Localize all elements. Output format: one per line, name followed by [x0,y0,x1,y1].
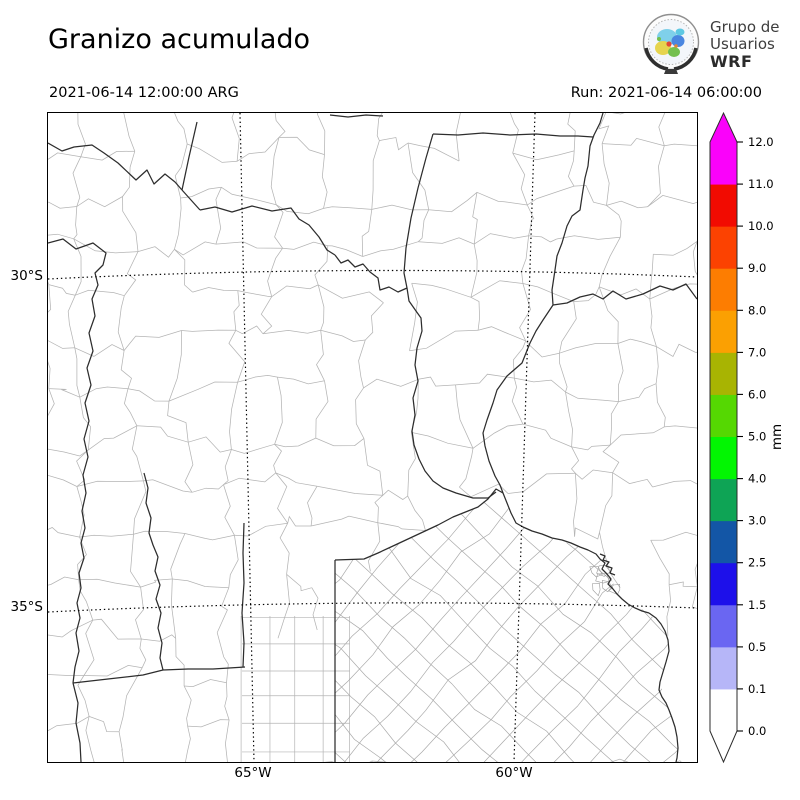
argentina-departments-map [48,113,697,762]
latlon-gridlines-layer [48,113,697,762]
cordoba-ne-border [334,254,408,293]
buenosaires-nw-border [334,488,650,614]
map-plot-area [47,112,698,763]
gridline-35s [48,602,697,613]
gridline-65w [239,113,255,762]
colorbar-tick-label: 0.5 [748,640,766,654]
province-boundaries-layer [48,113,697,762]
colorbar-tick-label: 12.0 [748,135,774,149]
colorbar-tick-label: 8.0 [748,303,766,317]
run-time-label: Run: 2021-06-14 06:00:00 [570,85,762,101]
colorbar-tick-label: 10.0 [748,219,774,233]
valid-time-label: 2021-06-14 12:00:00 ARG [49,85,239,101]
colorbar-tick-label: 9.0 [748,261,766,275]
logo-emblem-icon [642,13,700,74]
colorbar-tick-label: 5.0 [748,430,766,444]
top-border-a [329,114,384,118]
colorbar-ticks: 0.0 0.1 0.5 1.5 2.5 3.0 4.0 5.0 6.0 7.0 8.0 9.0 10.0… [737,135,774,738]
sde-santafe-border [403,133,497,499]
atlantic-coastline [648,612,679,762]
logo-text: Grupo de Usuarios WRF [710,17,780,71]
colorbar-segments [710,142,737,732]
nw-link [181,189,201,211]
parana-river [482,113,604,494]
logo-line-2: Usuarios [710,34,775,53]
la-pampa-grid-layer [240,616,350,762]
cordoba-north-border [199,205,336,256]
colorbar: 0.0 0.1 0.5 1.5 2.5 3.0 4.0 5.0 6.0 7.0 8.0 9.0 10.0… [698,106,800,774]
nw-border-b [181,121,198,191]
lapampa-east-border [241,522,245,668]
delta-branch [552,283,697,306]
lon-tick-label-65w: 65°W [234,765,272,781]
colorbar-tick-label: 6.0 [748,387,766,401]
page-title: Granizo acumulado [48,24,311,55]
colorbar-tick-label: 2.5 [748,556,766,570]
sanluis-south-border [72,682,82,762]
logo-line-1: Grupo de [710,17,780,36]
colorbar-tick-label: 1.5 [748,598,766,612]
department-boundaries-layer [48,113,697,762]
logo-line-wrf: WRF [710,51,753,71]
colorbar-tick-label: 0.0 [748,724,766,738]
colorbar-tick-label: 7.0 [748,345,766,359]
lon-tick-label-60w: 60°W [495,765,533,781]
top-border-b [432,132,594,138]
lat-tick-label-30s: 30°S [10,268,44,284]
colorbar-units-label: mm [769,423,785,451]
lat-tick-label-35s: 35°S [10,599,44,615]
colorbar-tick-label: 4.0 [748,472,766,486]
colorbar-tick-label: 11.0 [748,177,774,191]
gridline-30s [48,269,697,280]
wrf-users-group-logo: Grupo de Usuarios WRF [641,12,780,76]
desaguadero-river [143,472,164,671]
buenos-aires-partidos-layer [335,489,678,762]
nw-border-a [48,142,183,191]
colorbar-scale: 0.0 0.1 0.5 1.5 2.5 3.0 4.0 5.0 6.0 7.0 8.0 9.0 10.0… [709,111,774,764]
gridline-60w [513,113,536,762]
colorbar-tick-label: 3.0 [748,514,766,528]
lapampa-north-border [72,666,246,684]
amba-delta-mark [599,553,616,576]
sanjuan-sanluis-border [48,238,107,684]
colorbar-tick-label: 0.1 [748,682,766,696]
